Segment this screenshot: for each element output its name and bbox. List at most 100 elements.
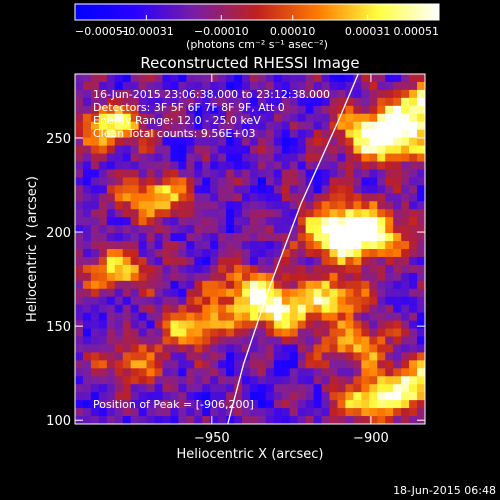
- heatmap-cell: [265, 320, 275, 330]
- heatmap-cell: [257, 264, 267, 274]
- heatmap-cell: [75, 320, 84, 330]
- heatmap-cell: [257, 177, 267, 186]
- heatmap-cell: [210, 193, 219, 202]
- heatmap-cell: [345, 360, 354, 369]
- heatmap-cell: [321, 384, 331, 393]
- heatmap-cell: [154, 368, 164, 377]
- heatmap-cell: [75, 352, 84, 361]
- heatmap-cell: [393, 352, 402, 361]
- heatmap-cell: [186, 113, 195, 123]
- heatmap-cell: [162, 368, 172, 377]
- heatmap-cell: [401, 352, 410, 361]
- heatmap-cell: [90, 89, 100, 99]
- heatmap-cell: [194, 217, 203, 226]
- heatmap-cell: [393, 137, 402, 147]
- heatmap-cell: [281, 256, 291, 266]
- heatmap-cell: [401, 161, 410, 171]
- heatmap-cell: [305, 193, 315, 202]
- heatmap-cell: [138, 105, 148, 115]
- heatmap-cell: [75, 344, 84, 353]
- heatmap-cell: [138, 233, 148, 242]
- heatmap-cell: [106, 336, 116, 346]
- heatmap-cell: [385, 81, 394, 91]
- heatmap-cell: [393, 225, 402, 234]
- heatmap-cell: [194, 145, 203, 155]
- heatmap-cell: [250, 408, 259, 417]
- heatmap-cell: [353, 153, 362, 163]
- heatmap-cell: [250, 129, 259, 139]
- heatmap-cell: [401, 241, 410, 250]
- heatmap-cell: [98, 352, 108, 361]
- heatmap-cell: [409, 280, 418, 290]
- heatmap-cell: [329, 320, 339, 330]
- heatmap-cell: [202, 89, 211, 99]
- heatmap-cell: [273, 256, 283, 266]
- heatmap-cell: [305, 161, 315, 171]
- heatmap-cell: [226, 312, 235, 322]
- heatmap-cell: [337, 193, 347, 202]
- heatmap-cell: [186, 304, 195, 314]
- heatmap-cell: [170, 408, 179, 417]
- heatmap-cell: [393, 368, 402, 377]
- heatmap-cell: [297, 233, 307, 242]
- heatmap-cell: [242, 304, 251, 314]
- heatmap-cell: [130, 312, 140, 322]
- heatmap-cell: [90, 233, 100, 242]
- heatmap-cell: [273, 145, 283, 155]
- heatmap-cell: [226, 81, 235, 91]
- heatmap-cell: [146, 97, 156, 107]
- heatmap-cell: [250, 97, 259, 107]
- heatmap-cell: [106, 352, 116, 361]
- heatmap-cell: [313, 193, 323, 202]
- heatmap-cell: [90, 392, 100, 401]
- heatmap-cell: [162, 416, 172, 424]
- heatmap-cell: [82, 105, 92, 115]
- heatmap-cell: [114, 113, 124, 123]
- heatmap-cell: [122, 145, 132, 155]
- heatmap-cell: [82, 336, 92, 346]
- heatmap-cell: [194, 209, 203, 218]
- heatmap-cell: [281, 368, 291, 377]
- heatmap-cell: [90, 74, 100, 83]
- heatmap-cell: [130, 97, 140, 107]
- heatmap-cell: [234, 225, 243, 234]
- heatmap-cell: [242, 201, 251, 210]
- heatmap-cell: [257, 217, 267, 226]
- heatmap-cell: [353, 249, 362, 258]
- heatmap-cell: [82, 185, 92, 194]
- heatmap-cell: [98, 296, 108, 306]
- heatmap-cell: [194, 384, 203, 393]
- heatmap-cell: [226, 304, 235, 314]
- heatmap-cell: [114, 217, 124, 226]
- heatmap-cell: [210, 264, 219, 274]
- heatmap-cell: [98, 129, 108, 139]
- heatmap-cell: [329, 241, 339, 250]
- heatmap-cell: [345, 97, 354, 107]
- heatmap-cell: [114, 320, 124, 330]
- heatmap-cell: [154, 408, 164, 417]
- heatmap-cell: [250, 137, 259, 147]
- heatmap-cell: [297, 121, 307, 131]
- heatmap-cell: [289, 97, 299, 107]
- heatmap-cell: [82, 312, 92, 322]
- heatmap-cell: [337, 320, 347, 330]
- heatmap-cell: [75, 74, 84, 83]
- heatmap-cell: [393, 217, 402, 226]
- heatmap-cell: [281, 360, 291, 369]
- heatmap-cell: [154, 161, 164, 171]
- heatmap-cell: [361, 320, 370, 330]
- heatmap-cell: [273, 272, 283, 282]
- heatmap-cell: [210, 312, 219, 322]
- heatmap-cell: [297, 185, 307, 194]
- heatmap-cell: [162, 376, 172, 385]
- heatmap-cell: [321, 256, 331, 266]
- heatmap-cell: [329, 169, 339, 178]
- heatmap-cell: [106, 89, 116, 99]
- heatmap-cell: [242, 105, 251, 115]
- heatmap-cell: [393, 392, 402, 401]
- heatmap-cell: [417, 249, 425, 258]
- heatmap-cell: [273, 368, 283, 377]
- heatmap-cell: [369, 304, 378, 314]
- heatmap-cell: [82, 145, 92, 155]
- heatmap-cell: [170, 113, 179, 123]
